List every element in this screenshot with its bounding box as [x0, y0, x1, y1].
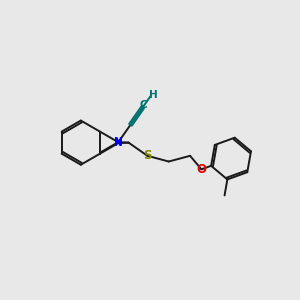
- Text: H: H: [149, 90, 158, 100]
- Text: N: N: [114, 137, 123, 147]
- Text: O: O: [196, 163, 206, 176]
- Text: N: N: [114, 138, 123, 148]
- Text: C: C: [139, 100, 147, 110]
- Text: S: S: [143, 149, 152, 162]
